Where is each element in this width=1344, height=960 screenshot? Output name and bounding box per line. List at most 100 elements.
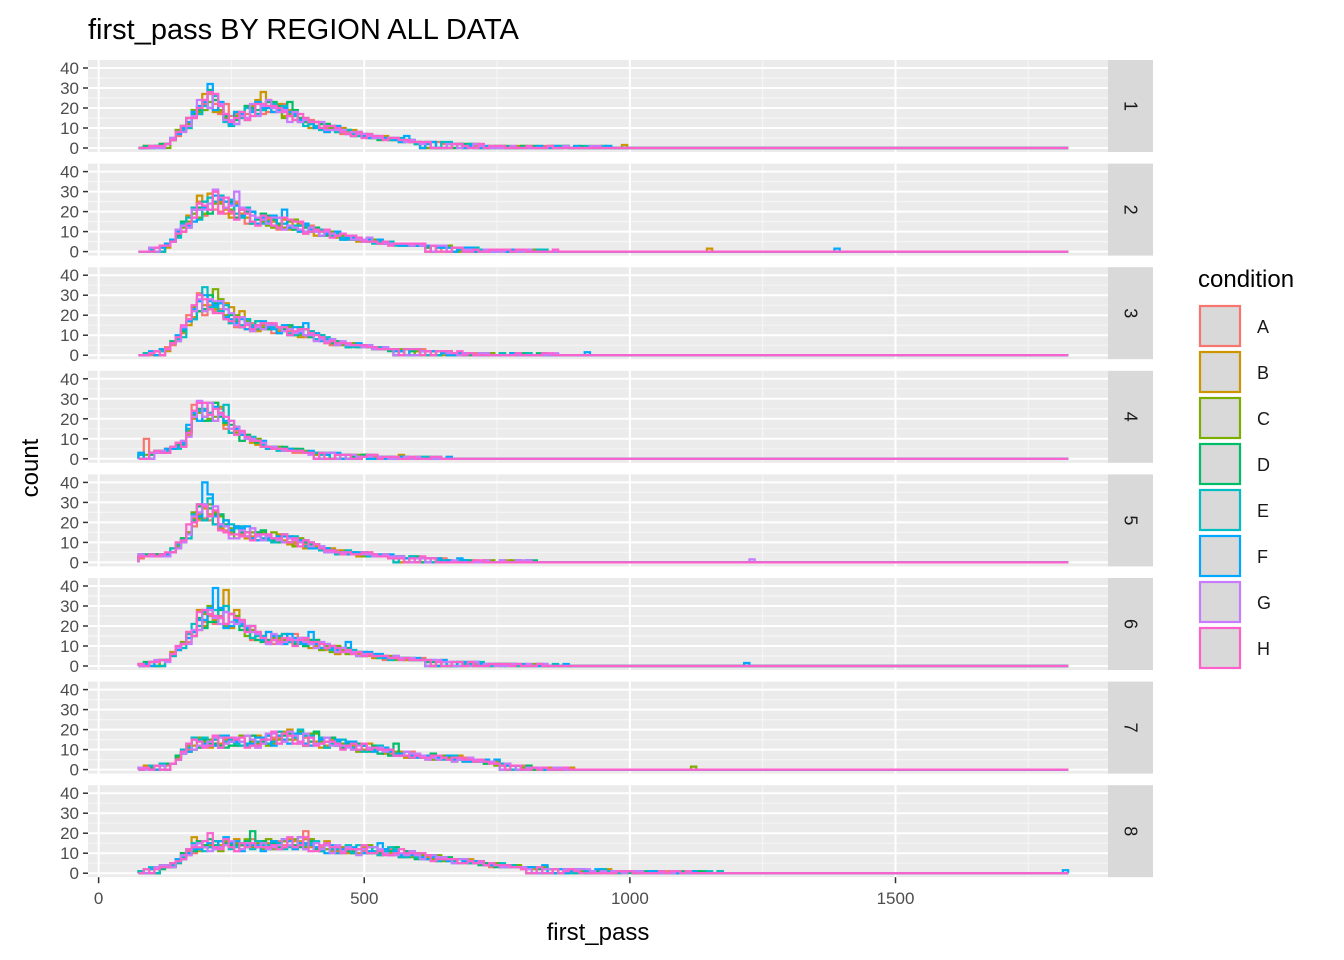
- y-tick-label: 10: [60, 844, 79, 863]
- legend-key: [1198, 350, 1242, 394]
- histogram-series-H: [138, 294, 1069, 357]
- y-tick-label: 30: [60, 390, 79, 409]
- y-tick-label: 10: [60, 119, 79, 138]
- legend-item-B: B: [1198, 350, 1269, 394]
- panel-background: [88, 267, 1108, 360]
- y-tick-label: 30: [60, 701, 79, 720]
- facet-strip: [1108, 60, 1153, 152]
- y-tick-label: 30: [60, 493, 79, 512]
- panel-background: [88, 60, 1108, 152]
- panel-background: [88, 474, 1108, 567]
- y-tick-label: 20: [60, 410, 79, 429]
- y-tick-label: 0: [70, 139, 79, 158]
- histogram-series-H: [138, 401, 1069, 460]
- facet-strip: [1108, 267, 1153, 360]
- y-tick-label: 40: [60, 784, 79, 803]
- y-tick-label: 10: [60, 326, 79, 345]
- y-tick-label: 40: [60, 577, 79, 596]
- facet-strip-label: 2: [1121, 205, 1141, 215]
- legend-key: [1198, 580, 1242, 624]
- legend-item-E: E: [1198, 488, 1269, 532]
- y-tick-label: 40: [60, 163, 79, 182]
- legend-item-D: D: [1198, 442, 1270, 486]
- y-tick-label: 30: [60, 597, 79, 616]
- y-tick-label: 10: [60, 741, 79, 760]
- panel-background: [88, 785, 1108, 878]
- y-tick-label: 0: [70, 450, 79, 469]
- histogram-series-H: [138, 190, 1069, 253]
- facet-strip-label: 5: [1121, 515, 1141, 525]
- legend: condition A B C D E F G H: [1198, 266, 1294, 670]
- y-tick-label: 40: [60, 681, 79, 700]
- y-tick-label: 30: [60, 79, 79, 98]
- y-tick-label: 10: [60, 430, 79, 449]
- panel-background: [88, 370, 1108, 463]
- x-tick-label: 1500: [877, 889, 915, 908]
- panel-background: [88, 681, 1108, 774]
- y-tick-label: 40: [60, 370, 79, 389]
- y-tick-label: 20: [60, 824, 79, 843]
- y-tick-label: 20: [60, 203, 79, 222]
- y-tick-label: 10: [60, 533, 79, 552]
- x-tick-label: 1000: [611, 889, 649, 908]
- y-tick-label: 0: [70, 761, 79, 780]
- x-tick-label: 0: [94, 889, 103, 908]
- legend-item-F: F: [1198, 534, 1268, 578]
- legend-key: [1198, 442, 1242, 486]
- x-axis-label: first_pass: [547, 919, 650, 946]
- legend-label: E: [1257, 501, 1269, 521]
- histogram-series-H: [138, 832, 1069, 875]
- facet-strip-label: 6: [1121, 619, 1141, 629]
- y-tick-label: 30: [60, 183, 79, 202]
- legend-item-A: A: [1198, 304, 1269, 348]
- y-tick-label: 20: [60, 617, 79, 636]
- facet-strip-label: 4: [1121, 412, 1141, 422]
- facet-strip: [1108, 681, 1153, 774]
- panel-background: [88, 578, 1108, 670]
- histogram-series-H: [138, 730, 1069, 771]
- facet-strip: [1108, 578, 1153, 670]
- y-tick-label: 10: [60, 637, 79, 656]
- y-tick-label: 20: [60, 513, 79, 532]
- y-tick-label: 40: [60, 473, 79, 492]
- y-tick-label: 0: [70, 553, 79, 572]
- chart-title: first_pass BY REGION ALL DATA: [88, 14, 520, 46]
- facet-strip: [1108, 163, 1153, 256]
- y-tick-label: 20: [60, 99, 79, 118]
- y-tick-label: 0: [70, 346, 79, 365]
- histogram-series-H: [138, 90, 1069, 150]
- legend-item-G: G: [1198, 580, 1271, 624]
- y-axis-label: count: [17, 438, 44, 497]
- legend-key: [1198, 304, 1242, 348]
- legend-title: condition: [1198, 266, 1294, 293]
- legend-key: [1198, 396, 1242, 440]
- y-tick-label: 40: [60, 266, 79, 285]
- facet-strip-label: 7: [1121, 723, 1141, 733]
- y-tick-label: 0: [70, 657, 79, 676]
- y-tick-label: 30: [60, 286, 79, 305]
- facet-strip-label: 8: [1121, 826, 1141, 836]
- facet-panels: 0102030401010203040201020304030102030404…: [60, 59, 1153, 883]
- panel-background: [88, 163, 1108, 256]
- legend-item-H: H: [1198, 626, 1270, 670]
- y-tick-label: 20: [60, 721, 79, 740]
- legend-label: F: [1257, 547, 1268, 567]
- y-tick-label: 0: [70, 864, 79, 883]
- y-tick-label: 10: [60, 223, 79, 242]
- legend-label: G: [1257, 593, 1271, 613]
- legend-item-C: C: [1198, 396, 1270, 440]
- y-tick-label: 20: [60, 306, 79, 325]
- legend-label: H: [1257, 639, 1270, 659]
- y-tick-label: 40: [60, 59, 79, 78]
- legend-key: [1198, 534, 1242, 578]
- legend-label: D: [1257, 455, 1270, 475]
- facet-strip: [1108, 785, 1153, 878]
